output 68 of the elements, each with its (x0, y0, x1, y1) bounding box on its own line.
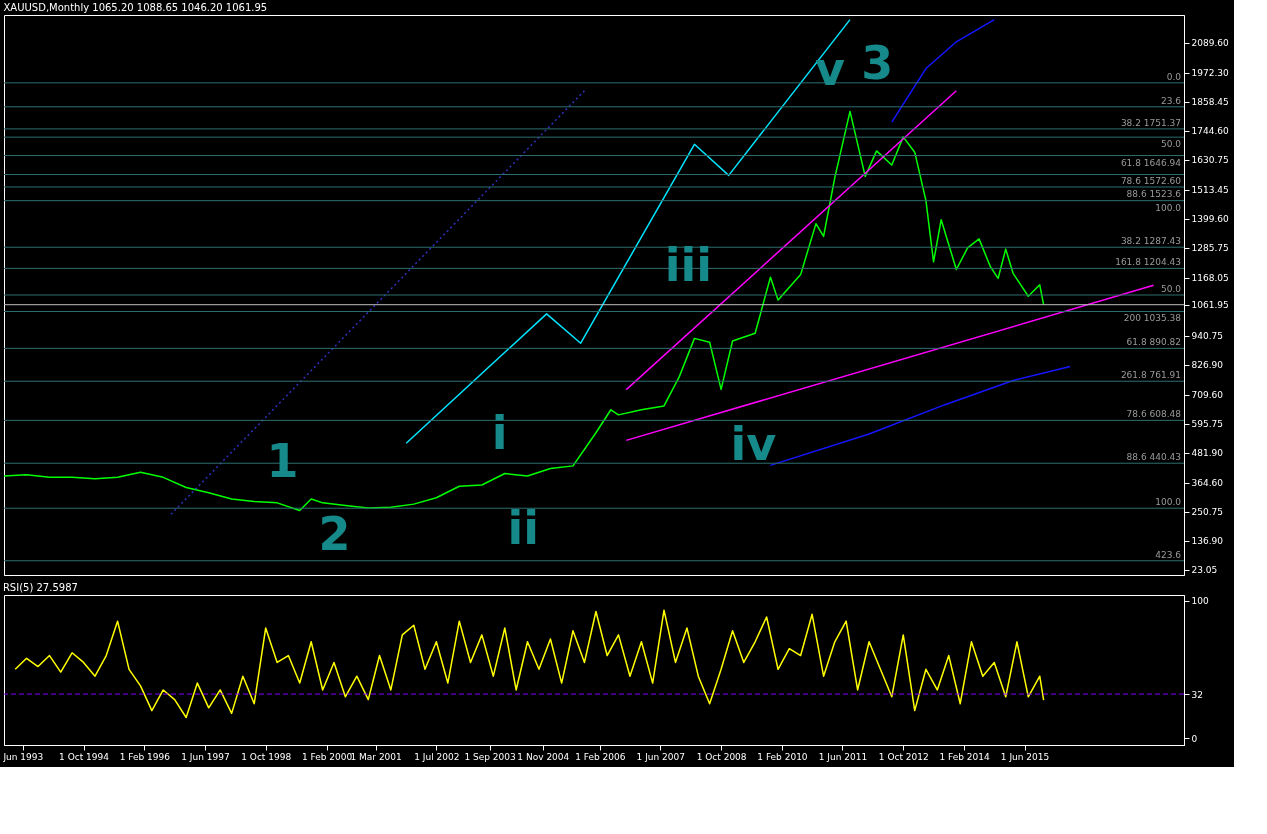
annotation: 50.0 (1160, 284, 1182, 295)
y-tick-label: 136.90 (1191, 536, 1224, 547)
chart-title: RSI(5) 27.5987 (2, 582, 78, 593)
y-tick-label: 1630.75 (1191, 155, 1229, 166)
y-tick-label: 595.75 (1191, 419, 1223, 430)
y-tick-label: 1744.60 (1191, 126, 1229, 137)
ref-line-label: 61.8 1646.94 (1120, 157, 1182, 168)
y-tick-label: 1513.45 (1191, 185, 1229, 196)
chart-title: XAUUSD,Monthly 1065.20 1088.65 1046.20 1061.95 (3, 2, 268, 13)
x-tick-label: 1 Nov 2004 (517, 751, 570, 762)
y-tick-label: 709.60 (1191, 390, 1224, 401)
y-tick-label: 1168.05 (1191, 273, 1229, 284)
x-tick-label: 1 Feb 2006 (575, 751, 626, 762)
x-tick-label: 1 Oct 2012 (878, 751, 929, 762)
annotation: 23.6 (1160, 95, 1182, 106)
y-tick-label: 32 (1191, 689, 1203, 700)
ref-line-label: 261.8 761.91 (1120, 370, 1181, 381)
annotation: 0.0 (1166, 71, 1182, 82)
y-tick-label: 1858.45 (1191, 97, 1229, 108)
x-tick-label: 1 Jun 2015 (1000, 751, 1050, 762)
y-tick-label: 1972.30 (1191, 68, 1229, 79)
x-tick-label: Jun 1993 (2, 751, 44, 762)
x-tick-label: 1 Oct 1994 (59, 751, 110, 762)
y-tick-label: 0 (1191, 733, 1198, 744)
y-tick-label: 1285.75 (1191, 243, 1229, 254)
ref-line-label: 200 1035.38 (1123, 313, 1182, 324)
annotation: i (491, 406, 508, 460)
x-tick-label: 1 Jun 1997 (181, 751, 230, 762)
x-tick-label: 1 Jul 2002 (414, 751, 460, 762)
y-tick-label: 481.90 (1191, 448, 1224, 459)
y-tick-label: 100 (1191, 596, 1209, 606)
ref-line-label: 161.8 1204.43 (1115, 257, 1181, 268)
x-tick-label: 1 Sep 2003 (464, 751, 516, 762)
x-tick-label: 1 Jun 2011 (818, 751, 868, 762)
ref-line-label: 78.6 608.48 (1126, 409, 1182, 420)
x-tick-label: 1 Feb 2010 (757, 751, 808, 762)
line-series (891, 18, 995, 123)
annotation: 2 (318, 506, 351, 561)
x-tick-label: 1 Feb 1996 (119, 751, 171, 762)
annotation: 50.0 (1160, 139, 1182, 150)
y-tick-label: 2089.60 (1191, 38, 1229, 49)
ref-line-label: 88.6 1523.6 (1126, 188, 1182, 199)
y-tick-label: 364.60 (1191, 478, 1224, 489)
y-tick-label: 1061.95 (1191, 300, 1229, 311)
ref-line-label: 38.2 1287.43 (1120, 236, 1181, 247)
x-tick-label: 1 Mar 2001 (350, 751, 402, 762)
ref-line-label: 88.6 440.43 (1126, 452, 1181, 463)
x-tick-label: 1 Oct 2008 (696, 751, 747, 762)
line-series (14, 609, 1045, 719)
x-tick-label: 1 Feb 2000 (301, 751, 353, 762)
ref-line-label: 61.8 890.82 (1126, 337, 1181, 348)
annotation: 3 (861, 36, 894, 91)
annotation: ii (507, 501, 539, 556)
x-tick-label: 1 Feb 2014 (939, 751, 990, 762)
ref-line-label: 38.2 1751.37 (1120, 117, 1181, 128)
x-tick-label: 1 Oct 1998 (241, 751, 292, 762)
y-tick-label: 940.75 (1191, 331, 1223, 342)
annotation: iv (730, 417, 777, 472)
annotation: 100.0 (1155, 202, 1182, 213)
ref-line-label: 78.6 1572.60 (1120, 176, 1182, 187)
annotation: 100.0 (1155, 497, 1182, 508)
annotation: v (815, 42, 845, 96)
y-tick-label: 826.90 (1191, 360, 1224, 371)
annotation: 423.6 (1155, 549, 1182, 560)
y-tick-label: 1399.60 (1191, 214, 1229, 225)
x-tick-label: 1 Jun 2007 (636, 751, 685, 762)
y-tick-label: 23.05 (1191, 565, 1218, 576)
y-tick-label: 250.75 (1191, 507, 1223, 518)
